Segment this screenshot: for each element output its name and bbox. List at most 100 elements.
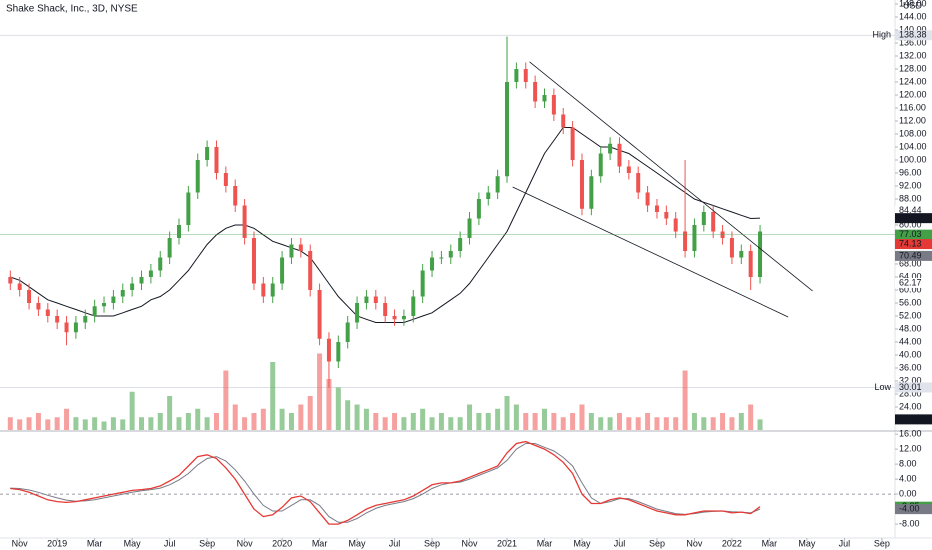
y-tick-label: 128.00 (899, 63, 927, 73)
x-tick-label: Sep (424, 538, 440, 548)
volume-bar (448, 417, 454, 430)
y-tick-label: 68.00 (899, 258, 922, 268)
candle-body (355, 303, 360, 323)
candle-body (392, 316, 397, 320)
volume-bar (167, 396, 173, 430)
candle-body (298, 244, 303, 251)
y-tick-label: 52.00 (899, 310, 922, 320)
volume-bar (635, 417, 641, 430)
candle-body (36, 303, 41, 310)
x-tick-label: May (798, 538, 816, 548)
price-tag (895, 250, 932, 261)
candle-body (214, 147, 219, 173)
candle-body (102, 303, 107, 307)
volume-bar (92, 417, 98, 430)
volume-bar (757, 419, 763, 430)
volume-bar (139, 417, 145, 430)
candle-body (495, 176, 500, 193)
candle-body (505, 82, 510, 177)
macd-y-tick-label: 16.00 (899, 429, 922, 439)
volume-bar (645, 413, 651, 430)
candle-body (458, 238, 463, 251)
volume-bar (110, 417, 116, 430)
y-tick-label: 64.00 (899, 271, 922, 281)
volume-bar (120, 419, 126, 430)
volume-bar (213, 413, 219, 430)
candle-body (364, 296, 369, 303)
volume-bar (392, 413, 398, 430)
volume-bar (251, 413, 257, 430)
candle-body (317, 290, 322, 339)
candle-body (373, 296, 378, 303)
level-label: Low (874, 382, 891, 392)
y-tick-label: 44.00 (899, 336, 922, 346)
y-tick-label: 80.00 (899, 219, 922, 229)
volume-bar (298, 404, 304, 430)
macd-y-tick-label: -8.00 (899, 519, 920, 529)
candle-body (533, 82, 538, 102)
x-tick-label: Sep (874, 538, 890, 548)
volume-bar (467, 404, 473, 430)
candle-body (683, 231, 688, 251)
volume-bar (204, 417, 210, 430)
y-tick-label: 148.00 (899, 0, 927, 8)
candle-body (664, 212, 669, 219)
candle-body (280, 257, 285, 284)
y-tick-label: 140.00 (899, 24, 927, 34)
candle-body (673, 218, 678, 232)
signal-line (10, 443, 761, 523)
volume-bar (748, 404, 754, 430)
volume-bar (495, 408, 501, 430)
level-tag (895, 30, 932, 41)
trendline (512, 186, 789, 318)
volume-bar (148, 417, 154, 430)
candle-body (383, 303, 388, 316)
volume-bar (401, 417, 407, 430)
volume-bar (607, 417, 613, 430)
volume-bar (17, 419, 23, 430)
candle-body (476, 199, 481, 219)
volume-bar (382, 417, 388, 430)
price-tag-label: 62.17 (899, 277, 922, 287)
candle-body (289, 244, 294, 258)
x-tick-label: May (573, 538, 591, 548)
x-tick-label: Jul (389, 538, 401, 548)
volume-bar (532, 413, 538, 430)
volume-bar (720, 413, 726, 430)
x-tick-label: Sep (649, 538, 665, 548)
price-tag (895, 205, 932, 216)
level-tag-label: 30.01 (899, 382, 922, 392)
volume-tag (895, 414, 932, 425)
level-label: High (872, 30, 891, 40)
volume-bar (326, 379, 332, 430)
candle-body (345, 322, 350, 342)
candle-body (467, 218, 472, 238)
chart-title: Shake Shack, Inc., 3D, NYSE (6, 4, 138, 15)
volume-bar (101, 421, 107, 430)
volume-bar (523, 413, 529, 430)
y-tick-label: 100.00 (899, 154, 927, 164)
volume-bar (429, 417, 435, 430)
volume-bar (345, 400, 351, 430)
candle-body (73, 322, 78, 333)
volume-bar (35, 413, 41, 430)
y-tick-label: 40.00 (899, 349, 922, 359)
candle-body (636, 173, 641, 193)
candle-body (411, 296, 416, 316)
y-tick-label: 28.00 (899, 388, 922, 398)
volume-bar (420, 408, 426, 430)
volume-bar (176, 417, 182, 430)
y-tick-label: 124.00 (899, 76, 927, 86)
volume-bar (7, 417, 13, 430)
volume-bar (307, 396, 313, 430)
macd-y-tick-label: 4.00 (899, 474, 917, 484)
volume-bar (195, 408, 201, 430)
candle-body (130, 283, 135, 290)
volume-bar (663, 417, 669, 430)
price-tag-label: 74.13 (899, 238, 922, 248)
y-tick-label: 96.00 (899, 167, 922, 177)
x-tick-label: Nov (12, 538, 29, 548)
volume-bar (279, 408, 285, 430)
